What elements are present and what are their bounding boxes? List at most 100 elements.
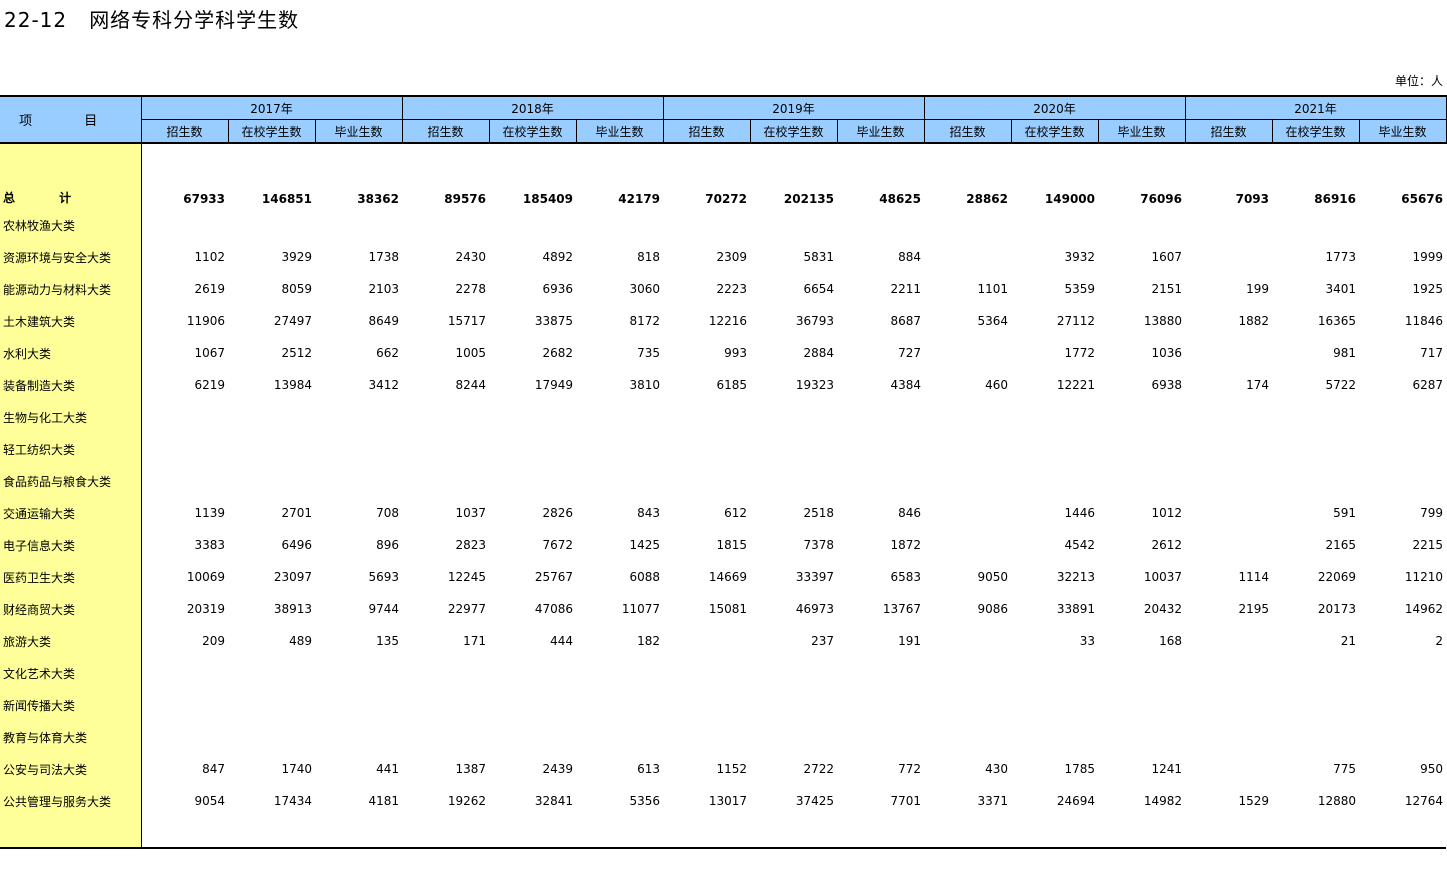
data-cell [576,401,663,433]
data-cell: 33891 [1056,602,1095,616]
data-cell: 7672 [542,538,573,552]
data-cell: 6287 [1412,378,1443,392]
data-cell [228,689,315,721]
sub-column-header: 招生数 [402,119,490,144]
data-cell [1011,657,1098,689]
data-cell: 6219 [194,378,225,392]
tail-cell [141,817,228,849]
data-cell [576,657,663,689]
data-cell [1098,433,1185,465]
row-label: 资源环境与安全大类 [0,241,142,273]
row-label: 电子信息大类 [0,529,142,561]
table-row: 能源动力与材料大类 2619 8059 2103 2278 6936 3060 2223 665… [0,273,1446,305]
data-cell [924,625,1011,657]
data-cell [315,433,402,465]
data-cell: 1773 [1325,250,1356,264]
data-cell [663,625,750,657]
data-cell: 67933 [183,192,225,206]
data-cell: 2682 [542,346,573,360]
data-cell: 4384 [890,378,921,392]
data-cell [1098,401,1185,433]
data-cell: 2151 [1151,282,1182,296]
table-row: 生物与化工大类 [0,401,1446,433]
data-cell: 237 [811,634,834,648]
row-label: 财经商贸大类 [0,593,142,625]
tail-cell [228,817,315,849]
data-cell [141,657,228,689]
data-cell [1185,689,1272,721]
data-cell: 2823 [455,538,486,552]
data-cell: 708 [376,506,399,520]
data-cell [1359,721,1446,753]
data-cell: 2701 [281,506,312,520]
row-label: 公共管理与服务大类 [0,785,142,817]
data-cell [924,241,1011,273]
data-cell [1359,209,1446,241]
sub-column-header: 毕业生数 [576,119,664,144]
data-cell: 1872 [890,538,921,552]
data-cell: 846 [898,506,921,520]
data-cell [1272,465,1359,497]
sub-column-header: 在校学生数 [489,119,577,144]
data-cell [837,209,924,241]
data-cell: 9744 [368,602,399,616]
year-header: 2020年 [924,95,1186,120]
data-cell [663,689,750,721]
data-cell: 2195 [1238,602,1269,616]
data-cell [924,465,1011,497]
data-cell [1185,209,1272,241]
data-cell: 12216 [708,314,747,328]
data-cell [141,401,228,433]
data-cell: 2619 [194,282,225,296]
data-cell: 1101 [977,282,1008,296]
data-cell [924,657,1011,689]
data-cell: 2215 [1412,538,1443,552]
data-cell: 174 [1246,378,1269,392]
sub-column-header: 招生数 [924,119,1012,144]
data-cell: 1152 [716,762,747,776]
data-cell [1272,433,1359,465]
data-cell [1272,401,1359,433]
data-cell: 38362 [357,192,399,206]
row-label: 教育与体育大类 [0,721,142,753]
table-row: 教育与体育大类 [0,721,1446,753]
data-cell [402,209,489,241]
total-row: 总 计 67933 146851 38362 89576 185409 42179 70272… [0,178,1446,209]
data-cell [315,721,402,753]
data-cell: 20319 [186,602,225,616]
data-cell: 19262 [447,794,486,808]
data-cell [1185,625,1272,657]
data-cell [924,401,1011,433]
spacer-cell [1359,143,1446,178]
data-cell: 4542 [1064,538,1095,552]
data-cell [489,401,576,433]
data-cell: 21 [1340,634,1356,648]
sub-column-header: 在校学生数 [228,119,316,144]
data-cell: 5356 [629,794,660,808]
data-cell: 896 [376,538,399,552]
label-spacer [0,143,142,178]
table-row: 装备制造大类 6219 13984 3412 8244 17949 3810 6185 1932… [0,369,1446,401]
data-cell [750,209,837,241]
data-cell: 19323 [795,378,834,392]
data-cell: 9086 [977,602,1008,616]
data-cell: 735 [637,346,660,360]
tail-cell [1185,817,1272,849]
data-cell: 2512 [281,346,312,360]
data-cell [576,433,663,465]
label-tail [0,817,142,849]
table-row: 文化艺术大类 [0,657,1446,689]
row-label: 农林牧渔大类 [0,209,142,241]
data-cell: 843 [637,506,660,520]
data-cell [402,721,489,753]
spacer-cell [228,143,315,178]
data-cell: 47086 [534,602,573,616]
data-cell [1098,721,1185,753]
data-cell: 37425 [795,794,834,808]
tail-cell [576,817,663,849]
data-cell [402,657,489,689]
data-cell: 12245 [447,570,486,584]
data-cell [402,433,489,465]
tail-cell [315,817,402,849]
data-cell: 9050 [977,570,1008,584]
